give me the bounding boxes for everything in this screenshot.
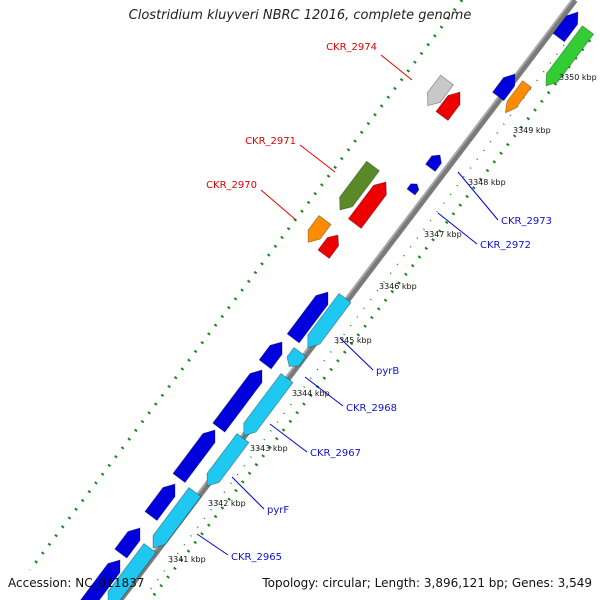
gene-cyan-4[interactable] xyxy=(206,432,250,487)
tick-label: 3345 kbp xyxy=(334,336,372,345)
gene-blue-6[interactable] xyxy=(172,429,216,484)
genome-title: Clostridium kluyveri NBRC 12016, complet… xyxy=(128,8,472,23)
gene-label[interactable]: pyrB xyxy=(376,366,399,377)
tick-label: 3346 kbp xyxy=(379,282,417,291)
tick-label: 3342 kbp xyxy=(208,499,246,508)
gene-blue-8[interactable] xyxy=(114,527,141,559)
inner-dotted-ring xyxy=(148,39,592,600)
gene-label[interactable]: CKR_2970 xyxy=(206,180,257,191)
gene-olive[interactable] xyxy=(339,160,380,211)
leader-line xyxy=(437,212,478,245)
leader-line xyxy=(380,54,413,81)
tick-label: 3350 kbp xyxy=(559,73,597,82)
gene-label[interactable]: CKR_2972 xyxy=(480,240,531,251)
gene-label[interactable]: CKR_2968 xyxy=(346,403,397,414)
tick-label: 3348 kbp xyxy=(468,178,506,187)
leader-line xyxy=(457,171,499,221)
accession-text: Accession: NC_011837 xyxy=(8,576,145,590)
gene-label[interactable]: CKR_2974 xyxy=(326,42,377,53)
leader-line xyxy=(269,423,308,453)
gene-blue-1[interactable] xyxy=(552,11,579,43)
gene-cyan-5[interactable] xyxy=(152,486,202,549)
tick-labels: 3341 kbp 3342 kbp 3343 kbp 3344 kbp 3345 kbp… xyxy=(168,73,597,564)
gene-cyan-1[interactable] xyxy=(307,292,352,349)
gene-lightgray[interactable] xyxy=(426,74,454,107)
gene-cyan-2[interactable] xyxy=(286,346,307,367)
gene-blue-2[interactable] xyxy=(492,73,516,102)
gene-cyan-3[interactable] xyxy=(243,372,294,437)
gene-label[interactable]: pyrF xyxy=(267,505,289,516)
gene-red-2[interactable] xyxy=(347,181,387,229)
gene-blue-small-2[interactable] xyxy=(406,183,420,196)
gene-blue-3[interactable] xyxy=(286,291,329,344)
tick-label: 3343 kbp xyxy=(250,444,288,453)
gene-cyan-6[interactable] xyxy=(107,542,157,600)
gene-labels: CKR_2974 CKR_2971 CKR_2970 CKR_2973 CKR_2972… xyxy=(206,42,552,563)
gene-features xyxy=(78,11,595,600)
gene-label[interactable]: CKR_2973 xyxy=(501,216,552,227)
gene-label[interactable]: CKR_2967 xyxy=(310,448,361,459)
leader-line xyxy=(260,189,297,221)
label-leaders xyxy=(196,54,499,556)
gene-blue-7[interactable] xyxy=(144,483,176,522)
leader-line xyxy=(231,476,265,510)
gene-label[interactable]: CKR_2965 xyxy=(231,552,282,563)
tick-label: 3347 kbp xyxy=(424,230,462,239)
gene-red-3[interactable] xyxy=(317,234,340,259)
gene-blue-9[interactable] xyxy=(78,559,121,600)
tick-label: 3341 kbp xyxy=(168,555,206,564)
topology-summary: Topology: circular; Length: 3,896,121 bp… xyxy=(262,576,592,590)
tick-label: 3344 kbp xyxy=(292,389,330,398)
gene-orange[interactable] xyxy=(307,214,332,243)
leader-line xyxy=(304,376,344,407)
gene-blue-5[interactable] xyxy=(212,369,263,433)
gene-label[interactable]: CKR_2971 xyxy=(245,136,296,147)
gene-blue-small-1[interactable] xyxy=(425,154,442,172)
tick-label: 3349 kbp xyxy=(513,126,551,135)
tick-ring xyxy=(149,44,565,591)
gene-red-1[interactable] xyxy=(435,91,461,122)
leader-line xyxy=(196,533,229,556)
leader-line xyxy=(339,337,374,371)
leader-line xyxy=(299,144,336,173)
gene-green-1[interactable] xyxy=(545,25,595,87)
gene-blue-4[interactable] xyxy=(258,341,283,370)
gene-orange-striped[interactable] xyxy=(504,80,532,114)
